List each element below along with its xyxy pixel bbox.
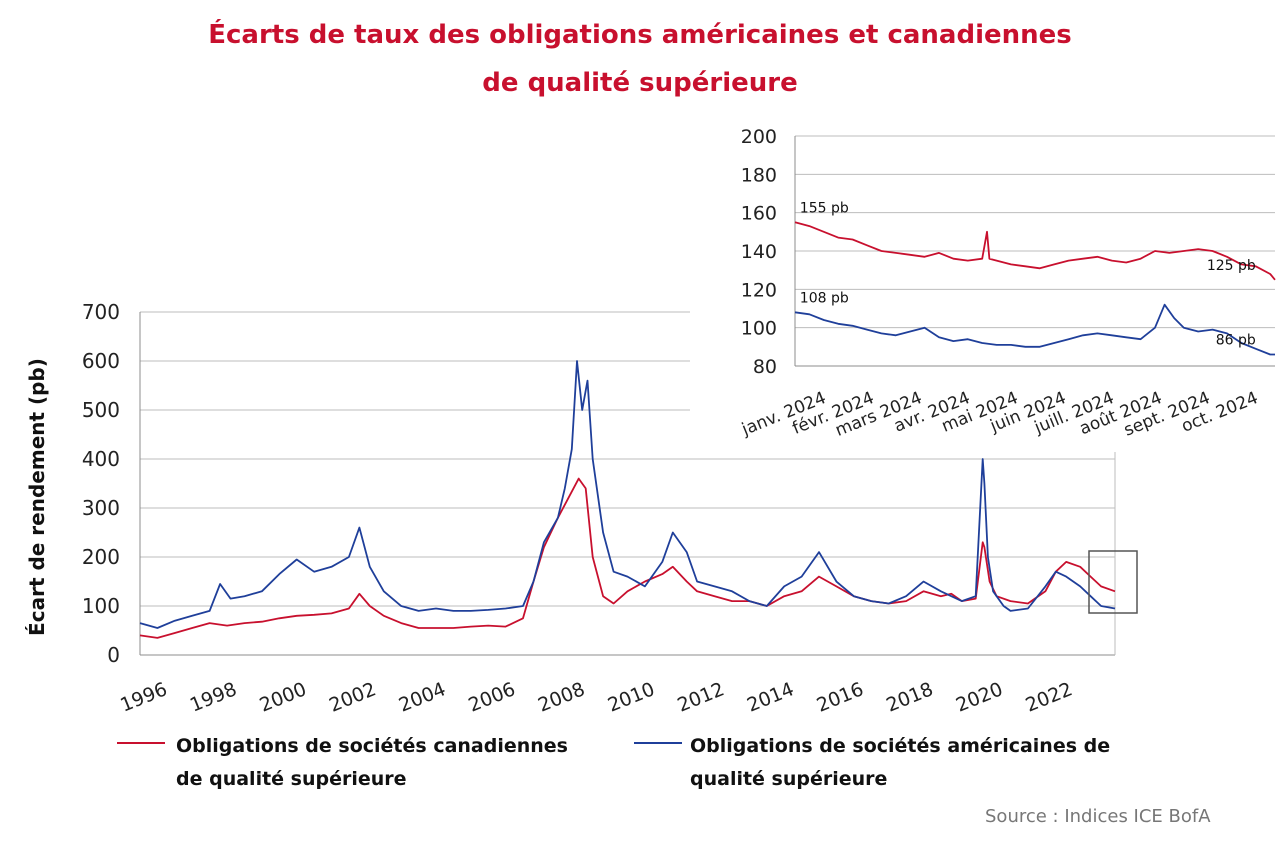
legend-label-us-line-2: qualité supérieure xyxy=(690,768,888,790)
legend-label-us: Obligations de sociétés américaines de q… xyxy=(690,730,1110,796)
inset-y-tick-200: 200 xyxy=(741,126,777,148)
legend-label-us-line-1: Obligations de sociétés américaines de xyxy=(690,735,1111,757)
inset-y-tick-80: 80 xyxy=(753,356,777,378)
inset-y-tick-labels: 80 100 120 140 160 180 200 xyxy=(741,126,777,378)
main-y-tick-500: 500 xyxy=(82,398,120,422)
inset-annotation-3: 86 pb xyxy=(1216,333,1256,349)
inset-grid xyxy=(794,135,1275,367)
inset-y-tick-160: 160 xyxy=(741,203,777,225)
chart-title-line-1: Écarts de taux des obligations américain… xyxy=(208,20,1072,50)
main-y-tick-400: 400 xyxy=(82,447,120,471)
inset-annotation-0: 155 pb xyxy=(800,200,849,216)
legend-label-canadian-line-2: de qualité supérieure xyxy=(176,768,407,790)
main-x-tick-2000: 2000 xyxy=(256,678,309,717)
main-x-tick-2010: 2010 xyxy=(605,678,658,717)
zoom-highlight-box xyxy=(1088,550,1138,614)
inset-annotation-1: 125 pb xyxy=(1207,258,1256,274)
main-series-line-us xyxy=(139,360,1116,629)
inset-series-line-canadian xyxy=(794,221,1276,281)
main-x-tick-2012: 2012 xyxy=(674,678,727,717)
main-x-tick-labels: 1996 1998 2000 2002 2004 2006 2008 2010 2012 2014… xyxy=(117,678,1075,717)
y-axis-label: Écart de rendement (pb) xyxy=(25,358,49,636)
main-x-tick-2002: 2002 xyxy=(326,678,379,717)
inset-annotation-2: 108 pb xyxy=(800,290,849,306)
main-x-tick-2020: 2020 xyxy=(953,678,1006,717)
inset-background xyxy=(690,122,1280,452)
legend-label-canadian-line-1: Obligations de sociétés canadiennes xyxy=(176,735,568,757)
main-y-tick-700: 700 xyxy=(82,300,120,324)
inset-series-lines xyxy=(794,221,1276,356)
legend-swatch-us xyxy=(634,742,682,744)
main-x-tick-1998: 1998 xyxy=(187,678,240,717)
legend-label-canadian: Obligations de sociétés canadiennes de q… xyxy=(176,730,568,796)
main-x-tick-2006: 2006 xyxy=(465,678,518,717)
main-y-tick-600: 600 xyxy=(82,349,120,373)
main-y-tick-labels: 0 100 200 300 400 500 600 700 xyxy=(82,300,120,667)
chart-title-line-2: de qualité supérieure xyxy=(482,68,798,98)
main-y-tick-300: 300 xyxy=(82,496,120,520)
main-series-lines xyxy=(139,360,1116,639)
main-y-tick-200: 200 xyxy=(82,545,120,569)
inset-y-tick-140: 140 xyxy=(741,241,777,263)
legend-swatch-canadian xyxy=(117,742,165,744)
inset-series-line-us xyxy=(794,303,1275,356)
main-x-tick-2008: 2008 xyxy=(535,678,588,717)
main-y-tick-0: 0 xyxy=(107,643,120,667)
inset-y-tick-120: 120 xyxy=(741,279,777,301)
main-y-tick-100: 100 xyxy=(82,594,120,618)
inset-annotations: 155 pb 125 pb 108 pb 86 pb xyxy=(800,200,1256,348)
inset-y-tick-100: 100 xyxy=(741,318,777,340)
main-x-tick-2018: 2018 xyxy=(883,678,936,717)
main-x-tick-2004: 2004 xyxy=(396,678,449,717)
main-series-line-canadian xyxy=(139,477,1116,639)
inset-y-tick-180: 180 xyxy=(741,164,777,186)
main-x-tick-2016: 2016 xyxy=(814,678,867,717)
main-x-tick-1996: 1996 xyxy=(117,678,170,717)
source-note: Source : Indices ICE BofA xyxy=(985,806,1211,827)
main-x-tick-2022: 2022 xyxy=(1023,678,1076,717)
main-x-tick-2014: 2014 xyxy=(744,678,797,717)
